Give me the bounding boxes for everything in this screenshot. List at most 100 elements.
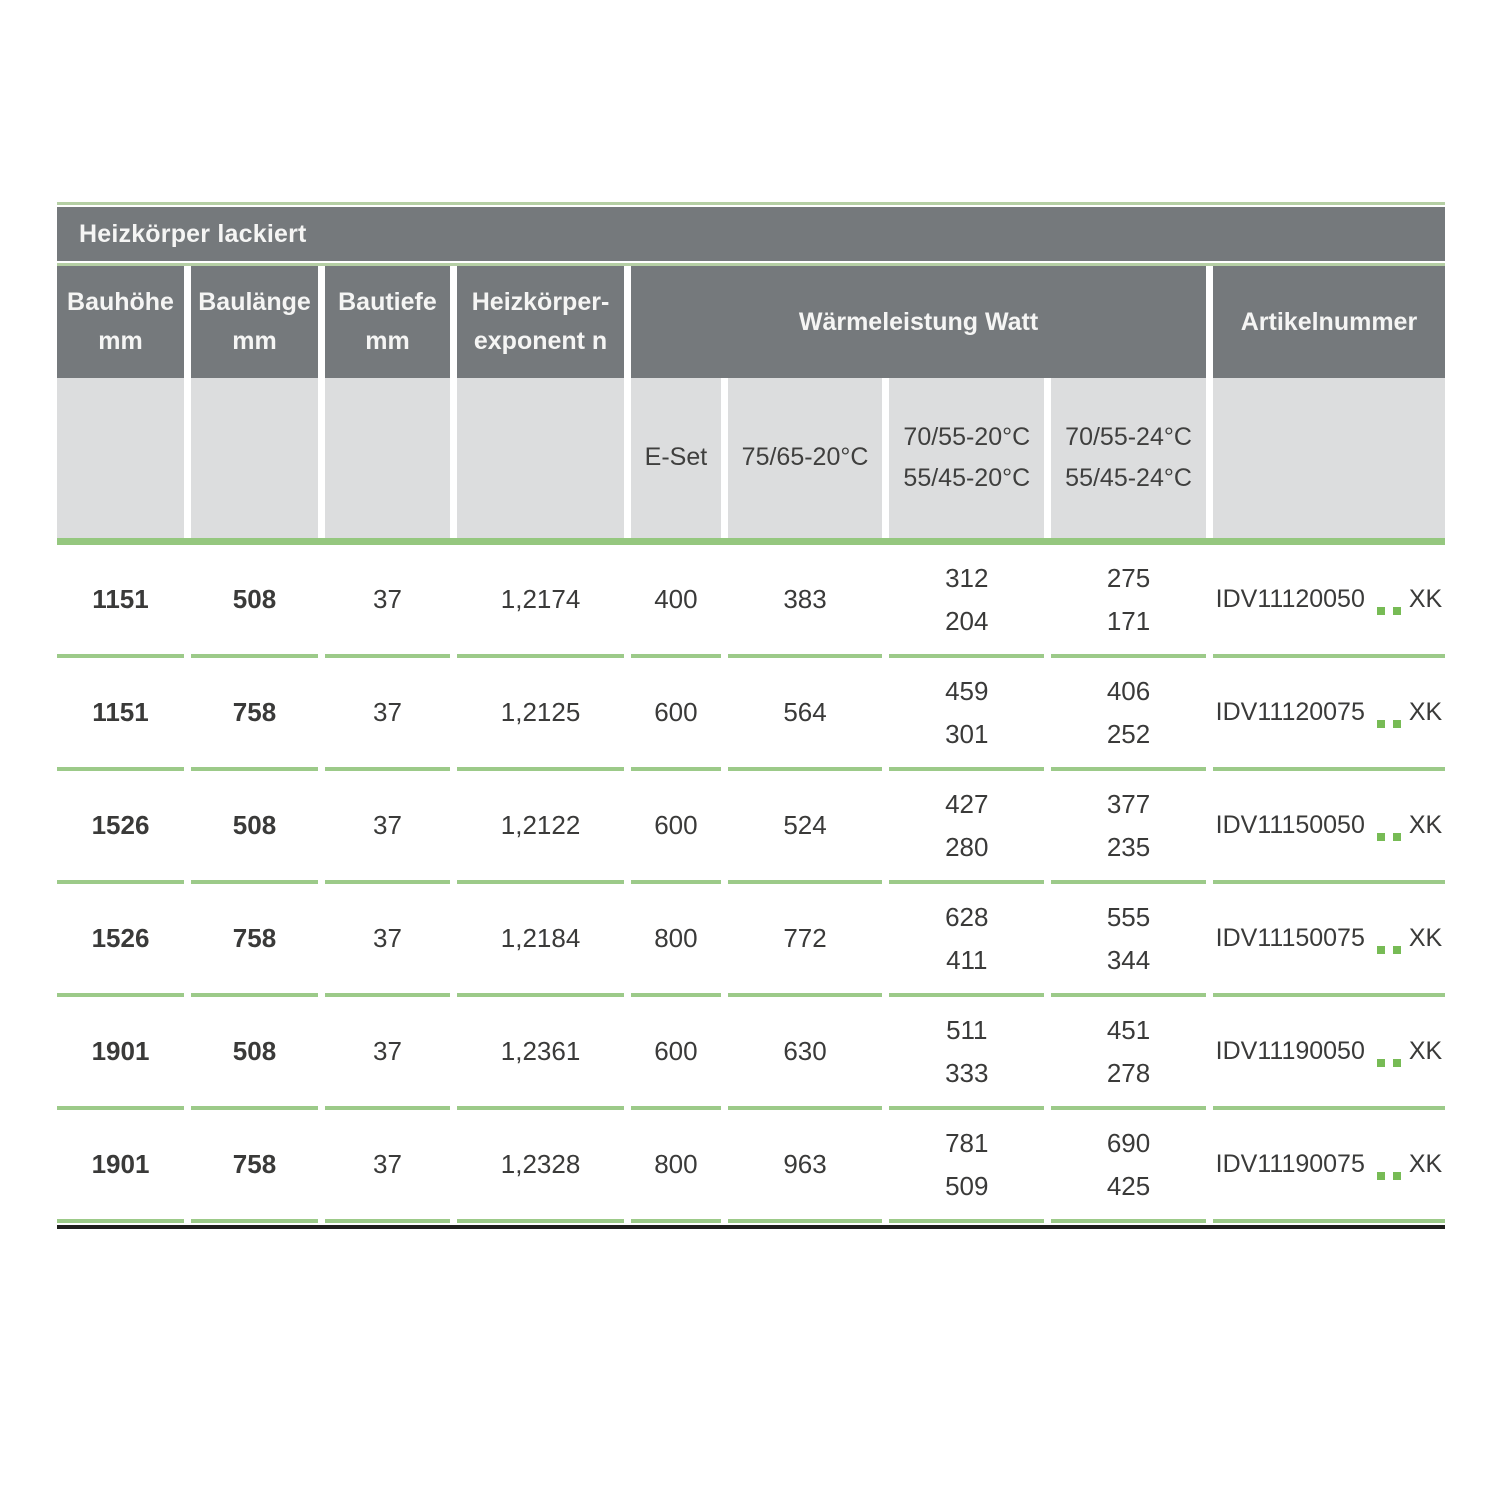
subheader-label: 55/45-20°C bbox=[903, 464, 1031, 492]
cell-value: 1,2361 bbox=[500, 1036, 581, 1067]
cell-watt-w24: 406 252 bbox=[1051, 658, 1206, 771]
cell-watt-w20: 511 333 bbox=[889, 997, 1045, 1110]
cell-watt-7565: 383 bbox=[727, 545, 883, 658]
color-code-dot-icon bbox=[1392, 945, 1401, 954]
color-code-dot-icon bbox=[1376, 832, 1385, 841]
cell-watt-w24: 451 278 bbox=[1051, 997, 1206, 1110]
cell-value: 278 bbox=[1106, 1057, 1151, 1088]
cell-value: 508 bbox=[232, 1036, 277, 1067]
article-code: IDV11150050 bbox=[1215, 810, 1365, 839]
cell-baulaenge: 508 bbox=[191, 545, 318, 658]
color-code-dot-icon bbox=[1392, 719, 1401, 728]
header-line: mm bbox=[232, 327, 277, 355]
cell-baulaenge: 758 bbox=[191, 1110, 318, 1223]
subheader-eset: E-Set bbox=[631, 378, 721, 538]
cell-bautiefe: 37 bbox=[325, 658, 450, 771]
cell-value: 511 bbox=[946, 1014, 988, 1045]
cell-value: 1,2125 bbox=[500, 697, 581, 728]
cell-artikelnummer: IDV11150075 XK bbox=[1212, 884, 1445, 997]
cell-watt-w24: 555 344 bbox=[1051, 884, 1206, 997]
header-line: Bauhöhe bbox=[67, 288, 174, 317]
cell-value: 564 bbox=[783, 697, 827, 728]
cell-value: 758 bbox=[232, 1149, 277, 1180]
cell-value: 600 bbox=[654, 697, 698, 728]
cell-value: 772 bbox=[783, 923, 827, 954]
cell-bauhoehe: 1901 bbox=[57, 1110, 184, 1223]
subheader-empty-exponent bbox=[456, 378, 625, 538]
cell-exponent: 1,2122 bbox=[456, 771, 625, 884]
header-line: mm bbox=[98, 327, 143, 355]
subheader-empty-bauhoehe bbox=[57, 378, 184, 538]
article-code: IDV11120075 bbox=[1215, 697, 1365, 726]
cell-value: 400 bbox=[654, 584, 698, 615]
color-code-dot-icon bbox=[1392, 606, 1401, 615]
cell-eset: 600 bbox=[631, 658, 721, 771]
subheader-empty-bautiefe bbox=[325, 378, 450, 538]
cell-value: 425 bbox=[1106, 1170, 1151, 1201]
subheader-label: E-Set bbox=[644, 443, 708, 472]
cell-baulaenge: 758 bbox=[191, 658, 318, 771]
article-suffix: XK bbox=[1408, 810, 1443, 839]
color-code-dot-icon bbox=[1392, 1171, 1401, 1180]
cell-bautiefe: 37 bbox=[325, 1110, 450, 1223]
cell-value: 1,2174 bbox=[500, 584, 581, 615]
cell-value: 427 bbox=[945, 788, 989, 819]
cell-value: 509 bbox=[945, 1170, 989, 1201]
subheader-empty-baulaenge bbox=[191, 378, 318, 538]
column-header-baulaenge: Baulänge mm bbox=[191, 266, 318, 378]
cell-watt-7565: 564 bbox=[727, 658, 883, 771]
cell-eset: 600 bbox=[631, 771, 721, 884]
cell-watt-w24: 275 171 bbox=[1051, 545, 1206, 658]
cell-artikelnummer: IDV11150050 XK bbox=[1212, 771, 1445, 884]
spec-grid: Bauhöhe mm Baulänge mm Bautiefe mm Heizk… bbox=[57, 266, 1445, 1229]
cell-watt-w24: 690 425 bbox=[1051, 1110, 1206, 1223]
cell-exponent: 1,2174 bbox=[456, 545, 625, 658]
subheader-label: 75/65-20°C bbox=[741, 443, 869, 472]
article-suffix: XK bbox=[1408, 584, 1443, 613]
cell-value: 508 bbox=[232, 584, 277, 615]
cell-value: 406 bbox=[1106, 675, 1151, 706]
cell-value: 524 bbox=[783, 810, 827, 841]
column-header-bauhoehe: Bauhöhe mm bbox=[57, 266, 184, 378]
article-code: IDV11190075 bbox=[1215, 1149, 1365, 1178]
cell-value: 37 bbox=[372, 923, 402, 954]
subheader-label: 55/45-24°C bbox=[1065, 464, 1192, 492]
article-suffix: XK bbox=[1408, 923, 1443, 952]
cell-value: 690 bbox=[1106, 1127, 1151, 1158]
header-line: Wärmeleistung Watt bbox=[798, 307, 1039, 336]
column-header-waermeleistung: Wärmeleistung Watt bbox=[631, 266, 1206, 378]
header-line: mm bbox=[365, 327, 410, 355]
color-code-dot-icon bbox=[1376, 719, 1385, 728]
cell-value: 275 bbox=[1106, 562, 1151, 593]
cell-value: 37 bbox=[372, 584, 402, 615]
cell-value: 301 bbox=[945, 718, 989, 749]
cell-value: 377 bbox=[1106, 788, 1151, 819]
article-code: IDV11120050 bbox=[1215, 584, 1365, 613]
table-bottom-rule bbox=[57, 1225, 1445, 1229]
cell-value: 37 bbox=[372, 810, 402, 841]
cell-value: 1151 bbox=[92, 584, 149, 615]
cell-bautiefe: 37 bbox=[325, 997, 450, 1110]
cell-value: 333 bbox=[945, 1057, 989, 1088]
cell-value: 37 bbox=[372, 697, 402, 728]
cell-value: 1901 bbox=[91, 1149, 150, 1180]
cell-value: 1,2122 bbox=[500, 810, 581, 841]
cell-value: 312 bbox=[945, 562, 989, 593]
subheader-70-55-20: 70/55-20°C 55/45-20°C bbox=[889, 378, 1045, 538]
cell-bauhoehe: 1526 bbox=[57, 771, 184, 884]
cell-value: 1,2328 bbox=[500, 1149, 581, 1180]
column-header-exponent: Heizkörper- exponent n bbox=[456, 266, 625, 378]
cell-value: 800 bbox=[654, 923, 698, 954]
cell-artikelnummer: IDV11120075 XK bbox=[1212, 658, 1445, 771]
cell-value: 37 bbox=[372, 1036, 402, 1067]
cell-value: 252 bbox=[1106, 718, 1151, 749]
subheader-70-55-24: 70/55-24°C 55/45-24°C bbox=[1051, 378, 1206, 538]
cell-bautiefe: 37 bbox=[325, 545, 450, 658]
color-code-dot-icon bbox=[1376, 1058, 1385, 1067]
cell-value: 758 bbox=[232, 697, 277, 728]
cell-value: 344 bbox=[1106, 944, 1151, 975]
cell-watt-w20: 312 204 bbox=[889, 545, 1045, 658]
cell-baulaenge: 508 bbox=[191, 997, 318, 1110]
color-code-dot-icon bbox=[1376, 1171, 1385, 1180]
cell-bautiefe: 37 bbox=[325, 884, 450, 997]
